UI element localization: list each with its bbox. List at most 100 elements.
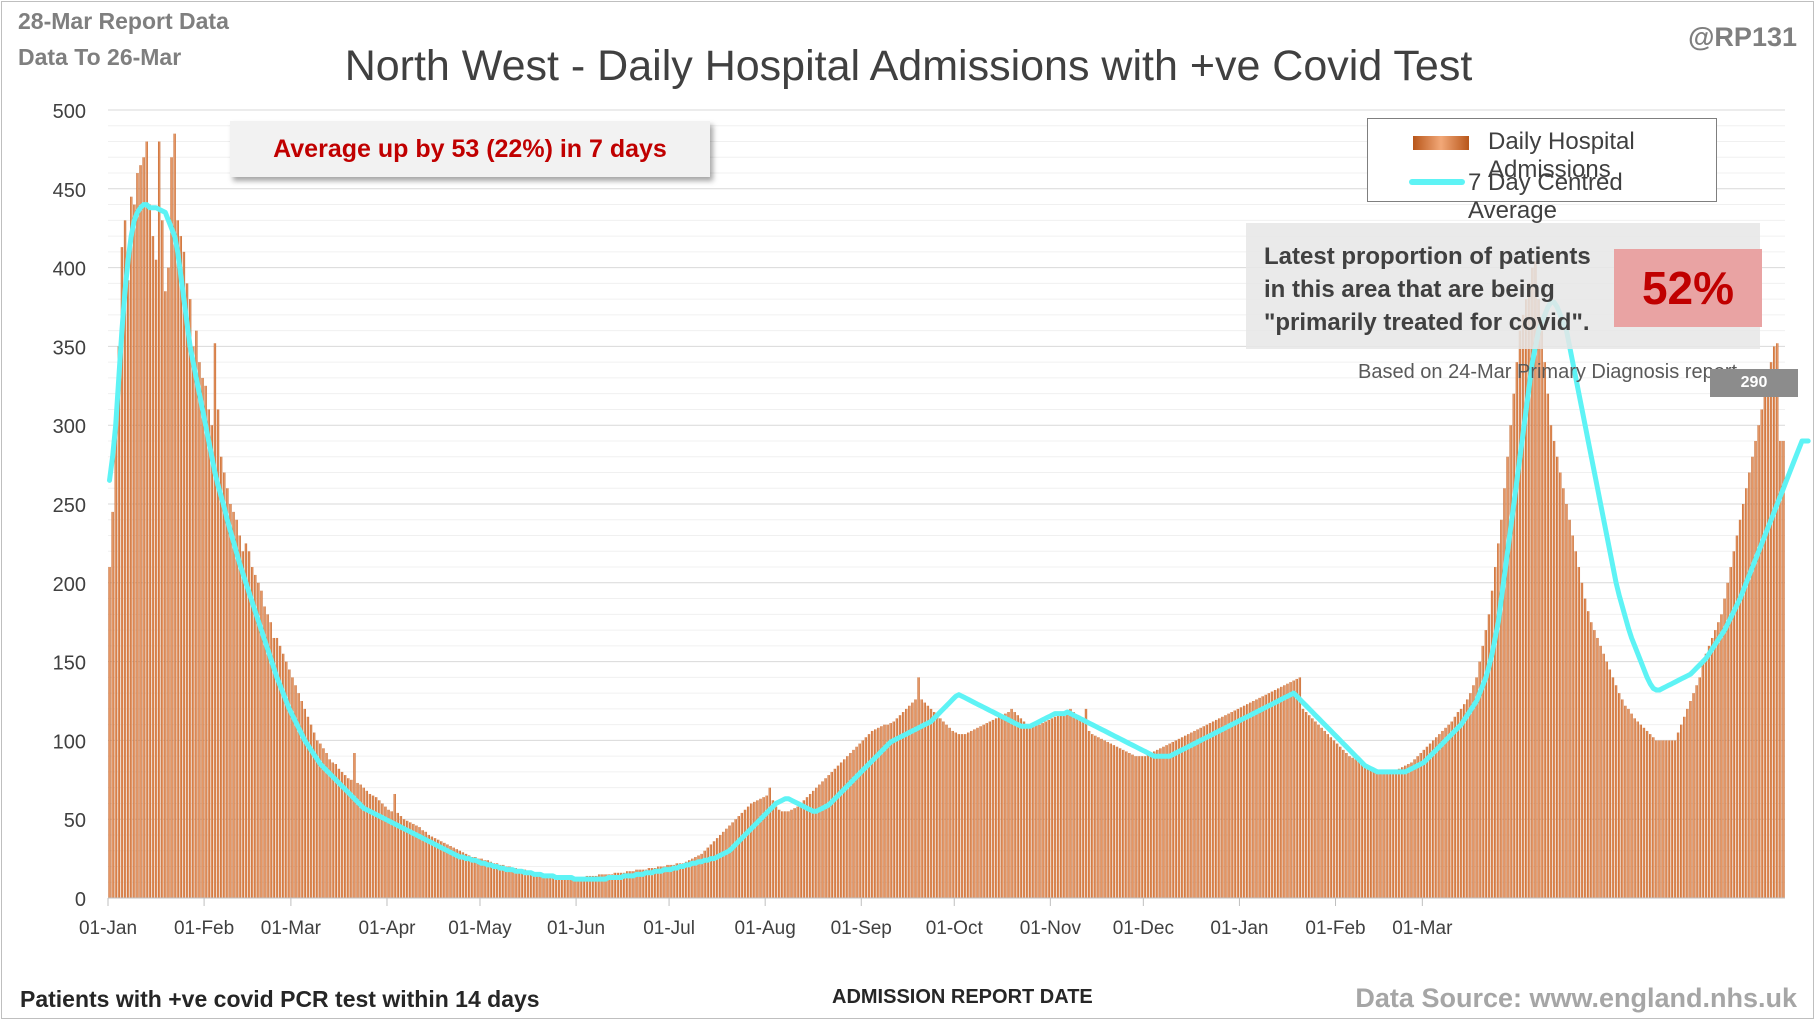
bar (1459, 708, 1463, 898)
bar (148, 204, 152, 898)
bar (1087, 730, 1091, 898)
bar (1428, 743, 1432, 898)
bar (901, 712, 905, 898)
bar (765, 795, 768, 898)
bar (1425, 746, 1429, 898)
bar (1255, 699, 1258, 898)
bar (1084, 708, 1088, 898)
bar (616, 872, 620, 898)
bar (1056, 715, 1060, 898)
bar (598, 874, 601, 898)
bar (1376, 770, 1379, 898)
bar (1503, 488, 1506, 898)
bar (861, 740, 864, 898)
bar (1029, 724, 1032, 898)
bar (393, 793, 396, 898)
bar (1552, 440, 1556, 898)
bar (929, 708, 933, 898)
bar (728, 825, 731, 898)
bar (533, 872, 536, 898)
bar (328, 759, 331, 898)
y-axis-ticks: 0 50 100 150 200 250 300 350 400 450 500 (53, 101, 86, 911)
bar (1339, 746, 1342, 898)
bar (1184, 735, 1187, 898)
bar (1035, 724, 1038, 898)
bar (1714, 630, 1717, 898)
bar (1441, 730, 1444, 898)
bar (970, 730, 973, 898)
bar (1509, 425, 1512, 898)
bar (1707, 645, 1711, 898)
bar (1568, 519, 1571, 898)
bar (117, 346, 121, 898)
bar (1394, 770, 1398, 898)
bar (1565, 504, 1568, 898)
bar (517, 869, 520, 898)
bar (740, 812, 744, 898)
bar (1106, 741, 1109, 898)
bar (1202, 726, 1205, 898)
bar (1137, 756, 1140, 898)
bar (1171, 741, 1174, 898)
bar (1673, 740, 1677, 898)
bar (316, 740, 319, 898)
bar (281, 653, 285, 898)
bar (142, 157, 145, 898)
bar (722, 831, 725, 898)
bar (508, 866, 511, 898)
bar (564, 875, 567, 898)
bar (1670, 740, 1674, 898)
bar (1230, 712, 1233, 898)
bar (827, 775, 830, 898)
bar (421, 830, 424, 898)
bar (812, 790, 815, 898)
bar (151, 236, 155, 898)
bar (839, 762, 843, 898)
bar (111, 511, 114, 898)
x-tick-label: 01-Jan (79, 918, 137, 939)
bar (294, 685, 297, 898)
y-tick-label: 300 (53, 416, 86, 438)
bar (1537, 299, 1540, 898)
bar (545, 874, 548, 898)
bar (595, 875, 598, 898)
bar (1357, 760, 1360, 898)
bar (1261, 696, 1264, 898)
bar (108, 567, 111, 898)
bar (356, 782, 359, 898)
bar (1013, 712, 1016, 898)
bar (254, 574, 257, 898)
bar (920, 699, 923, 898)
data-to-label: Data To 26-Mar (18, 44, 182, 70)
bar (1698, 677, 1701, 898)
bar (1097, 737, 1100, 898)
bar (371, 795, 375, 898)
legend: Daily Hospital Admissions 7 Day Centred … (1367, 118, 1717, 224)
bar (1469, 693, 1472, 898)
bar (957, 734, 961, 898)
bar (130, 196, 133, 898)
bar (1729, 567, 1732, 898)
bar (322, 748, 325, 898)
bar (1652, 737, 1655, 898)
bar (347, 778, 350, 898)
bar (1218, 718, 1221, 898)
bar (1323, 730, 1326, 898)
proportion-text-line1: Latest proportion of patients (1264, 243, 1591, 270)
bar (1531, 267, 1534, 899)
bar (145, 141, 148, 898)
bar (1258, 697, 1261, 898)
bar (232, 511, 235, 898)
bar (536, 872, 539, 898)
bar (1676, 732, 1680, 898)
bar (771, 800, 775, 898)
bar (539, 872, 542, 898)
bar (1732, 551, 1736, 898)
bar (241, 551, 245, 898)
bar (173, 133, 176, 898)
x-tick-label: 01-Mar (1392, 918, 1453, 939)
average-line-group (107, 202, 1811, 882)
bar (914, 699, 917, 898)
bar (864, 737, 868, 898)
bar (1153, 751, 1156, 898)
